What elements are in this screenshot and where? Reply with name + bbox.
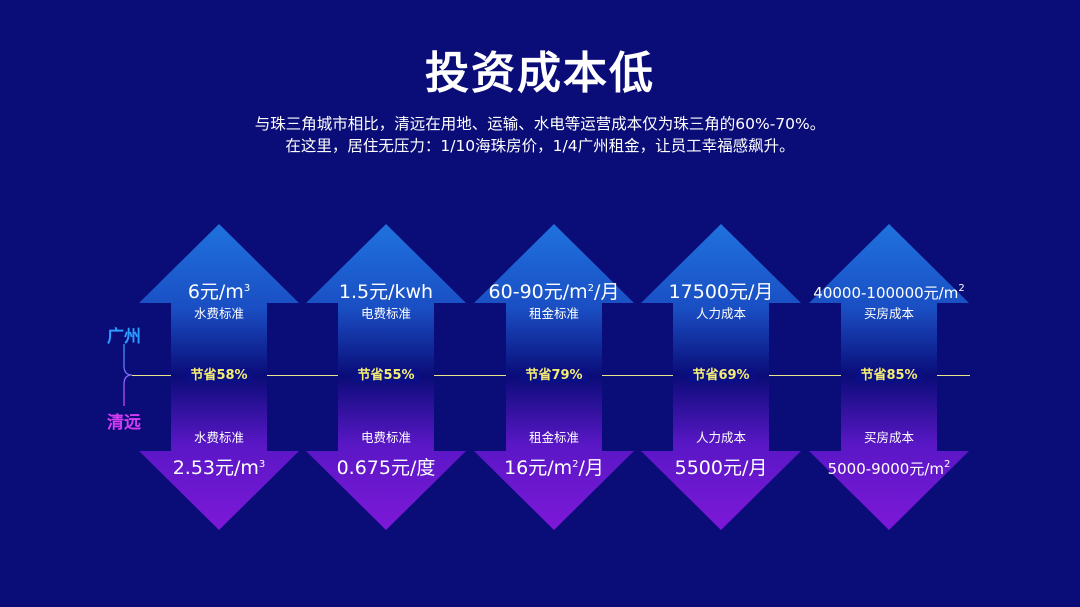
city-label-guangzhou: 广州 xyxy=(107,327,141,347)
down-arrow-shape xyxy=(474,376,634,530)
qingyuan-value: 16元/m2/月 xyxy=(504,457,604,479)
subtitle-line-1: 与珠三角城市相比，清远在用地、运输、水电等运营成本仅为珠三角的60%-70%。 xyxy=(254,115,826,133)
up-arrow-shape xyxy=(306,224,466,376)
qingyuan-cost-label: 人力成本 xyxy=(695,430,746,445)
qingyuan-value: 5000-9000元/m2 xyxy=(827,459,951,478)
guangzhou-cost-label: 买房成本 xyxy=(863,306,914,321)
qingyuan-value: 2.53元/m3 xyxy=(172,457,266,479)
guangzhou-value: 40000-100000元/m2 xyxy=(813,283,965,302)
guangzhou-value: 1.5元/kwh xyxy=(338,281,434,303)
double-arrow-graphic xyxy=(809,224,969,530)
down-arrow-shape xyxy=(641,376,801,530)
qingyuan-value: 0.675元/度 xyxy=(336,457,436,479)
qingyuan-cost-label: 水费标准 xyxy=(193,430,244,445)
cost-column-rent: 60-90元/m2/月 租金标准 节省79% 租金标准 16元/m2/月 xyxy=(474,224,634,530)
subtitle-line-2: 在这里，居住无压力：1/10海珠房价，1/4广州租金，让员工幸福感飙升。 xyxy=(285,137,795,155)
page-title: 投资成本低 xyxy=(425,48,655,99)
down-arrow-shape xyxy=(139,376,299,530)
qingyuan-value: 5500元/月 xyxy=(674,457,768,479)
double-arrow-graphic xyxy=(474,224,634,530)
down-arrow-shape xyxy=(809,376,969,530)
down-arrow-shape xyxy=(306,376,466,530)
saving-percentage: 节省85% xyxy=(809,367,969,385)
up-arrow-shape xyxy=(809,224,969,376)
saving-percentage: 节省69% xyxy=(641,367,801,385)
double-arrow-graphic xyxy=(641,224,801,530)
double-arrow-graphic xyxy=(306,224,466,530)
cost-column-housing: 40000-100000元/m2 买房成本 节省85% 买房成本 5000-90… xyxy=(809,224,969,530)
up-arrow-shape xyxy=(474,224,634,376)
cost-column-water: 6元/m3 水费标准 节省58% 水费标准 2.53元/m3 xyxy=(139,224,299,530)
guangzhou-value: 17500元/月 xyxy=(668,281,774,303)
saving-percentage: 节省58% xyxy=(139,367,299,385)
guangzhou-cost-label: 水费标准 xyxy=(193,306,244,321)
guangzhou-cost-label: 电费标准 xyxy=(360,306,411,321)
saving-percentage: 节省79% xyxy=(474,367,634,385)
double-arrow-graphic xyxy=(139,224,299,530)
up-arrow-shape xyxy=(641,224,801,376)
city-label-qingyuan: 清远 xyxy=(107,413,141,433)
cost-column-electricity: 1.5元/kwh 电费标准 节省55% 电费标准 0.675元/度 xyxy=(306,224,466,530)
qingyuan-cost-label: 电费标准 xyxy=(360,430,411,445)
guangzhou-cost-label: 人力成本 xyxy=(695,306,746,321)
saving-percentage: 节省55% xyxy=(306,367,466,385)
qingyuan-cost-label: 租金标准 xyxy=(528,430,579,445)
guangzhou-value: 60-90元/m2/月 xyxy=(488,281,620,303)
guangzhou-cost-label: 租金标准 xyxy=(528,306,579,321)
guangzhou-value: 6元/m3 xyxy=(187,281,251,303)
qingyuan-cost-label: 买房成本 xyxy=(863,430,914,445)
up-arrow-shape xyxy=(139,224,299,376)
cost-column-labor: 17500元/月 人力成本 节省69% 人力成本 5500元/月 xyxy=(641,224,801,530)
